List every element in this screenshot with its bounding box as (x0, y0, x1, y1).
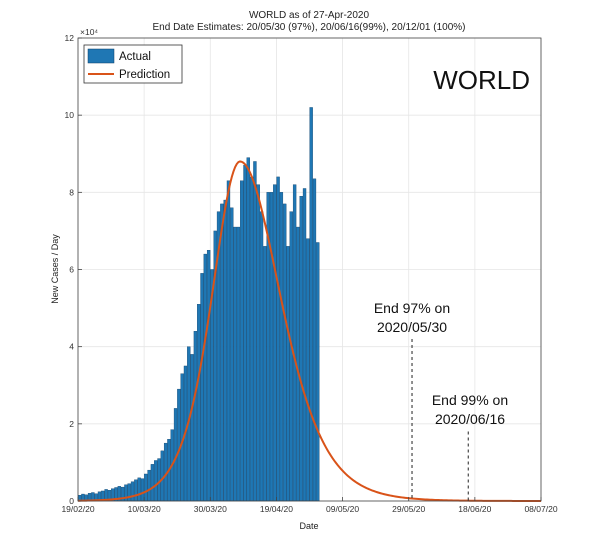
bar-actual (160, 450, 164, 502)
annotation-99-line2: 2020/06/16 (435, 411, 505, 427)
y-tick-label: 2 (69, 419, 74, 429)
y-tick-label: 6 (69, 265, 74, 275)
legend-label-prediction: Prediction (119, 69, 170, 81)
bar-actual (256, 184, 260, 502)
bar-actual (137, 477, 141, 502)
y-tick-label: 4 (69, 342, 74, 352)
bar-actual (259, 211, 264, 502)
annotation-97: End 97% on 2020/05/30 (374, 300, 450, 335)
bar-actual (269, 192, 274, 502)
bar-actual (127, 483, 131, 502)
bar-actual (286, 246, 290, 502)
bar-actual (316, 242, 320, 502)
x-tick-label: 19/04/20 (260, 504, 293, 514)
bar-actual (177, 388, 181, 502)
bar-actual (147, 469, 151, 502)
bar-actual (292, 184, 297, 502)
x-tick-label: 30/03/20 (194, 504, 227, 514)
x-tick-label: 09/05/20 (326, 504, 359, 514)
bar-actual (276, 176, 280, 502)
bar-actual (150, 464, 155, 502)
bar-actual (309, 107, 313, 502)
bar-actual (130, 481, 135, 502)
bar-actual (157, 458, 161, 502)
legend-swatch-actual (87, 48, 115, 64)
bar-actual (220, 203, 224, 502)
y-tick-label: 8 (69, 187, 74, 197)
bar-actual (312, 178, 317, 502)
bar-actual (203, 253, 207, 502)
x-tick-label: 19/02/20 (61, 504, 94, 514)
axis-ticks: 0 2 4 6 8 10 12 19/02/20 10/03/20 30/03/20 19/04/2… (61, 33, 557, 514)
bar-actual (206, 250, 211, 502)
x-axis-label: Date (299, 521, 318, 531)
bar-actual (144, 473, 148, 502)
bar-actual (273, 184, 277, 502)
y-axis-label: New Cases / Day (50, 234, 60, 304)
bar-actual (190, 354, 194, 502)
y-tick-label: 10 (65, 110, 75, 120)
y-tick-label: 0 (69, 496, 74, 506)
bar-actual (240, 180, 244, 502)
bar-actual (223, 199, 227, 502)
y-tick-label: 12 (65, 33, 75, 43)
x-tick-label: 10/03/20 (128, 504, 161, 514)
annotation-97-line2: 2020/05/30 (377, 319, 447, 335)
bar-actual (279, 192, 284, 502)
bar-actual (197, 304, 201, 502)
y-exponent-label: ×10⁴ (80, 27, 98, 37)
annotation-99: End 99% on 2020/06/16 (432, 392, 508, 427)
bar-actual (249, 176, 254, 502)
bar-actual (289, 211, 293, 502)
bar-actual (246, 157, 250, 502)
x-tick-label: 08/07/20 (524, 504, 557, 514)
x-tick-label: 29/05/20 (392, 504, 425, 514)
annotation-97-line1: End 97% on (374, 300, 450, 316)
region-label: WORLD (433, 65, 530, 95)
bar-actual (140, 478, 145, 502)
bar-actual (283, 203, 287, 502)
x-tick-label: 18/06/20 (458, 504, 491, 514)
bar-actual (236, 226, 241, 502)
bar-actual (200, 273, 204, 502)
bar-actual (306, 238, 310, 502)
bar-actual (253, 161, 257, 502)
bar-actual (263, 246, 267, 502)
bar-actual (193, 331, 198, 502)
bar-actual (134, 479, 138, 502)
legend-label-actual: Actual (119, 51, 151, 63)
bar-actual (226, 180, 231, 502)
bar-actual (302, 188, 307, 502)
annotation-99-line1: End 99% on (432, 392, 508, 408)
legend: Actual Prediction (83, 44, 183, 84)
chart-title: WORLD as of 27-Apr-2020 (249, 10, 369, 21)
bar-actual (230, 207, 234, 502)
bar-actual (154, 460, 158, 502)
chart-subtitle: End Date Estimates: 20/05/30 (97%), 20/0… (153, 22, 466, 33)
bar-actual (233, 226, 237, 502)
bar-actual (243, 165, 247, 502)
bar-actual (299, 196, 303, 502)
